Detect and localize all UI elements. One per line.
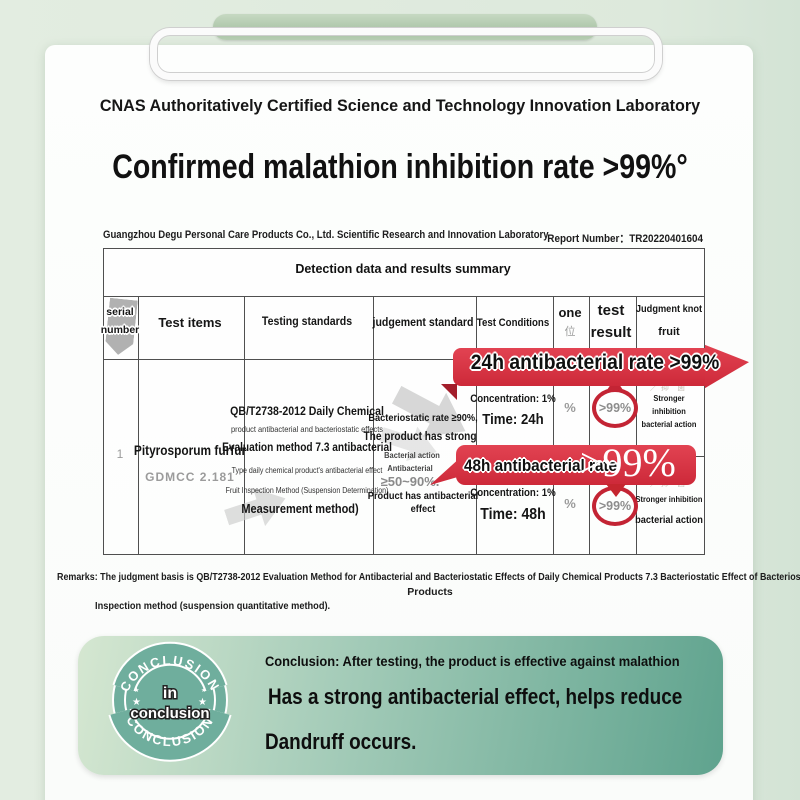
col-header-judgment-2: fruit [658,326,680,338]
cell-unit-24h: % [564,400,576,415]
remarks-line-3: Inspection method (suspension quantitati… [95,600,331,612]
cell-judgement-line: Bacterial action [384,450,440,460]
cell-judgement-line: Product has antibacterial [367,490,479,502]
cell-standards-line: product antibacterial and bacteriostatic… [230,424,384,434]
cell-cond48-time: Time: 48h [480,506,546,523]
cell-judgement-line: Bacteriostatic rate ≥90%, [368,412,478,424]
col-header-unit-2: 位 [564,326,576,338]
cell-judgment48-line: bacterial action [635,514,703,526]
cell-judgment48-line: Stronger inhibition [635,494,703,504]
page-title: Confirmed malathion inhibition rate >99%… [112,148,688,186]
cell-standards-line: QB/T2738-2012 Daily Chemical [230,404,384,418]
conclusion-line-2: Has a strong antibacterial effect, helps… [268,684,683,709]
cell-test-item-code: GDMCC 2.181 [145,470,235,484]
remarks-line-1: Remarks: The judgment basis is QB/T2738-… [57,571,800,583]
col-header-result-2: result [590,324,632,341]
clipboard-clip-bar-icon [213,14,597,40]
badge-star-icon: ★ [132,697,141,708]
cell-unit-48h: % [564,496,576,511]
col-header-result-1: test [597,302,625,319]
remarks-line-2: Products [407,586,453,598]
cnas-certified-line: CNAS Authoritatively Certified Science a… [99,96,701,115]
badge-star-icon: ★ [201,687,206,694]
cell-cond24-concentration: Concentration: 1% [470,393,556,405]
banner-48h-label: 48h antibacterial rate [464,456,618,475]
col-header-serial-2: number [100,324,140,336]
laboratory-name: Guangzhou Degu Personal Care Products Co… [103,229,549,241]
cell-judgment24-line: inhibition [652,406,686,416]
cell-standards-line: Evaluation method 7.3 antibacterial [222,442,392,454]
cell-serial: 1 [116,447,124,461]
badge-star-icon: ★ [134,713,139,720]
banner-24h [453,348,705,386]
badge-center-line-1: in [163,685,177,702]
cell-test-item: Pityrosporum furfur [133,443,247,458]
cell-judgement-line: The product has strong [363,431,477,443]
cell-judgement-line: effect [410,503,436,515]
banner-48h-value: >99% [580,440,676,485]
clipboard-clip-wire-icon [150,28,662,80]
badge-center-line-2: conclusion [130,705,209,722]
badge-star-icon: ★ [198,697,207,708]
cell-judgement-line: Antibacterial [387,463,433,473]
conclusion-line-3: Dandruff occurs. [265,729,417,754]
col-header-judgment-1: Judgment knot [635,303,703,315]
cell-standards-line: Fruit Inspection Method (Suspension Dete… [225,486,389,495]
result-48h: >99% [598,499,632,513]
result-24h: >99% [598,401,632,415]
cell-standards-line: Type daily chemical product's antibacter… [231,466,383,475]
banner-48h [456,445,696,485]
cell-judgment24-line: bacterial action [641,419,697,429]
cell-judgement-line: ≥50~90%. [380,474,440,489]
col-header-serial-1: serial [106,306,134,318]
result-circle-24h: >99% [592,388,638,428]
conclusion-line-1: Conclusion: After testing, the product i… [265,653,680,669]
cell-cond48-concentration: Concentration: 1% [470,487,556,499]
table-title: Detection data and results summary [295,262,511,276]
cell-standards-line: Measurement method) [241,502,359,516]
col-header-testing-standards: Testing standards [261,314,353,328]
col-header-test-conditions: Test Conditions [476,317,550,329]
conclusion-badge: CONCLUSION CONCLUSION ★ ★ ★ ★ ★ ★ in con… [108,641,232,762]
banner-24h-text: 24h antibacterial rate >99% [470,351,720,374]
cell-cond24-time: Time: 24h [482,411,544,428]
cell-judgment24-line: Stronger [653,393,685,403]
col-header-judgement-standard: judgement standard [372,315,474,329]
badge-star-icon: ★ [134,687,139,694]
cell-faint-cn-24h: ／抑 菌 [649,383,689,392]
col-header-test-items: Test items [158,315,222,330]
col-header-unit-1: one [558,305,582,320]
report-number: Report Number：TR20220401604 [547,233,703,245]
badge-star-icon: ★ [201,713,206,720]
